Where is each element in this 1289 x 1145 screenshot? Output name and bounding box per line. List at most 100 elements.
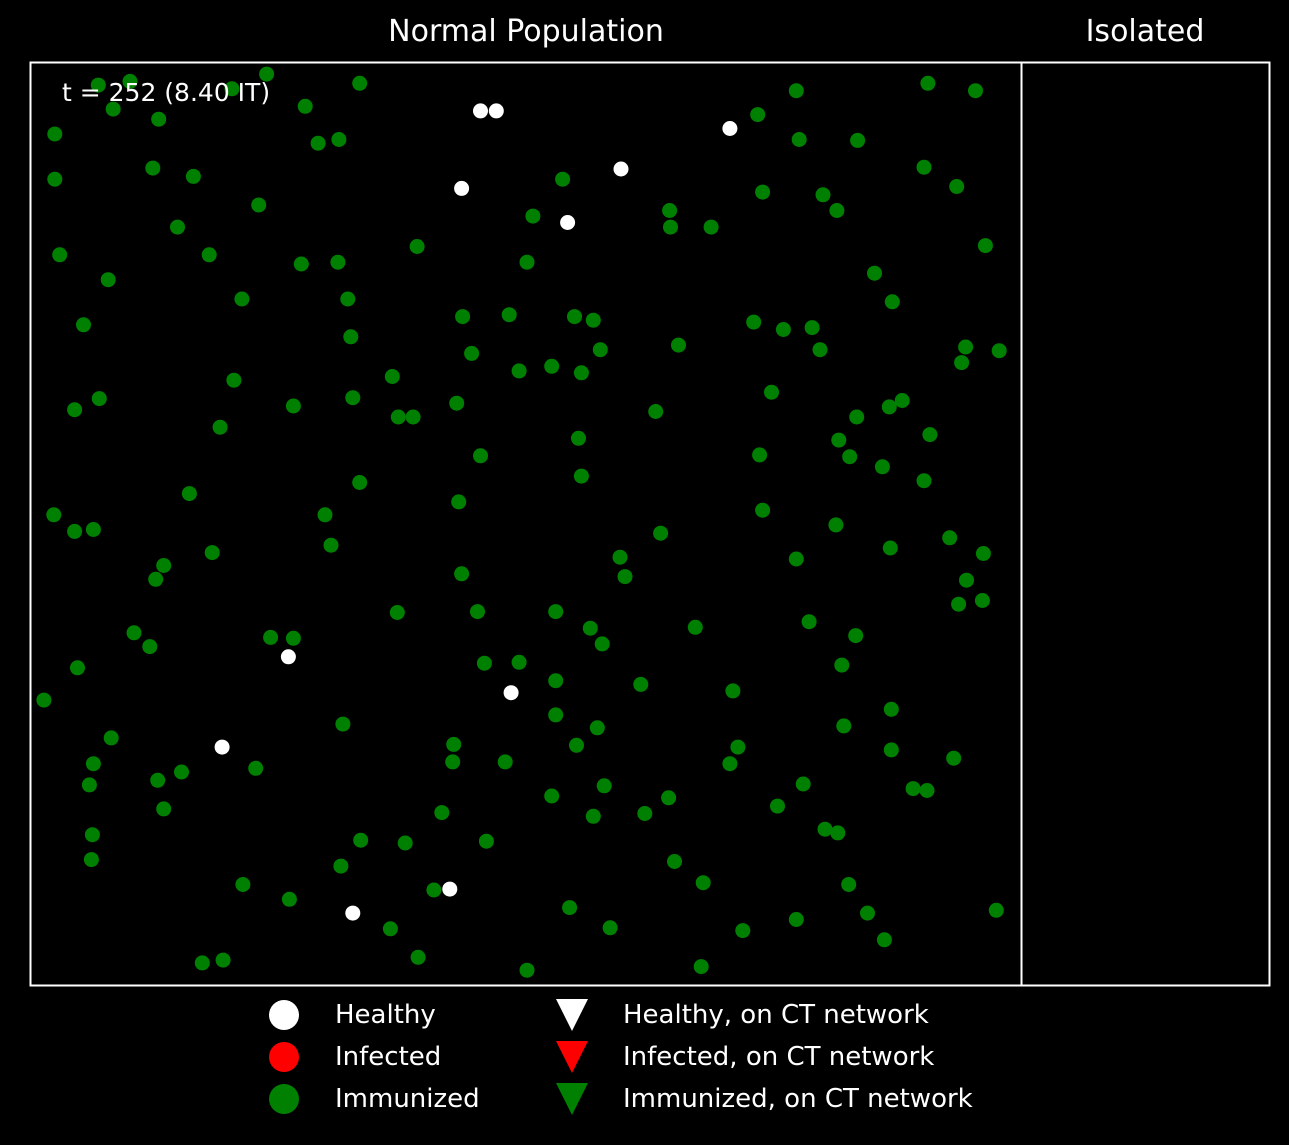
immunized-point xyxy=(571,430,586,446)
immunized-point xyxy=(405,409,421,425)
healthy-point xyxy=(503,685,519,701)
immunized-point xyxy=(815,187,831,203)
immunized-point xyxy=(725,683,741,699)
immunized-point xyxy=(454,566,470,582)
immunized-point xyxy=(151,111,167,127)
immunized-point xyxy=(795,776,811,792)
immunized-point xyxy=(874,459,890,475)
immunized-point xyxy=(259,66,275,82)
immunized-point xyxy=(340,291,356,307)
immunized-point xyxy=(67,523,83,539)
immunized-point xyxy=(959,572,974,588)
immunized-point xyxy=(185,168,201,184)
immunized-point xyxy=(602,920,618,936)
immunized-point xyxy=(397,835,413,851)
immunized-point xyxy=(951,596,967,612)
immunized-point xyxy=(562,900,578,916)
immunized-point xyxy=(860,905,875,921)
immunized-point xyxy=(382,921,398,937)
immunized-point xyxy=(817,821,833,837)
immunized-point xyxy=(181,486,197,502)
immunized-point xyxy=(922,427,938,443)
healthy-point xyxy=(442,881,458,897)
immunized-point xyxy=(251,197,267,213)
immunized-point xyxy=(293,256,309,272)
immunized-point xyxy=(919,783,935,798)
immunized-point xyxy=(548,707,564,723)
immunized-point xyxy=(67,402,83,418)
scatter-plot: t = 252 (8.40 IT) xyxy=(29,61,1271,987)
immunized-point xyxy=(555,171,571,187)
immunized-point xyxy=(476,655,492,671)
immunized-point xyxy=(100,272,116,288)
immunized-point xyxy=(310,135,326,151)
immunized-point xyxy=(788,83,804,99)
immunized-point xyxy=(122,73,138,89)
immunized-point xyxy=(285,398,301,414)
immunized-point xyxy=(788,912,804,927)
immunized-point xyxy=(567,309,582,325)
healthy-point xyxy=(560,215,576,230)
immunized-point xyxy=(85,756,101,772)
immunized-point xyxy=(145,160,161,176)
isolated-title: Isolated xyxy=(1085,14,1205,49)
immunized-point xyxy=(662,203,678,218)
immunized-point xyxy=(451,494,467,510)
immunized-point xyxy=(894,393,910,408)
immunized-point xyxy=(226,372,242,388)
immunized-point xyxy=(511,654,527,670)
immunized-point xyxy=(47,126,63,142)
immunized-point xyxy=(103,730,119,746)
immunized-point xyxy=(735,923,751,939)
immunized-point xyxy=(755,502,771,518)
immunized-point xyxy=(977,238,993,254)
immunized-point xyxy=(828,517,844,533)
immunized-point xyxy=(105,101,121,117)
healthy-point xyxy=(613,161,629,177)
immunized-point xyxy=(633,676,649,692)
immunized-point xyxy=(836,718,852,734)
immunized-point xyxy=(991,343,1007,359)
normal-population-frame xyxy=(29,61,1023,987)
immunized-point xyxy=(519,254,535,270)
immunized-point xyxy=(722,756,738,772)
immunized-point xyxy=(544,788,560,804)
immunized-point xyxy=(70,660,85,676)
immunized-point xyxy=(596,778,612,794)
immunized-point xyxy=(390,409,406,425)
immunized-point xyxy=(478,833,494,849)
immunized-point xyxy=(968,83,983,99)
immunized-point xyxy=(693,959,709,975)
immunized-point xyxy=(949,179,965,194)
immunized-point xyxy=(916,159,932,175)
time-label: t = 252 (8.40 IT) xyxy=(62,78,270,107)
immunized-point xyxy=(511,363,527,379)
immunized-point xyxy=(663,219,678,235)
immunized-point xyxy=(569,737,584,753)
immunized-point xyxy=(353,832,369,848)
healthy-point xyxy=(214,739,230,755)
triangle-marker-icon xyxy=(556,1083,588,1115)
legend-item: Infected xyxy=(0,1037,1289,1077)
immunized-point xyxy=(142,639,158,655)
legend-label: Infected, on CT network xyxy=(623,1042,935,1072)
immunized-point xyxy=(201,247,217,263)
immunized-point xyxy=(942,530,958,546)
immunized-point xyxy=(687,619,703,635)
immunized-point xyxy=(519,962,535,978)
immunized-point xyxy=(389,605,405,620)
immunized-point xyxy=(204,545,220,561)
immunized-point xyxy=(501,307,517,323)
immunized-point xyxy=(876,932,892,948)
immunized-point xyxy=(410,949,426,965)
immunized-point xyxy=(975,546,991,561)
legend-label: Immunized, on CT network xyxy=(623,1084,973,1114)
immunized-point xyxy=(695,875,711,891)
legend-label: Infected xyxy=(335,1042,442,1072)
immunized-point xyxy=(916,473,932,489)
immunized-point xyxy=(770,798,785,814)
immunized-point xyxy=(812,342,828,358)
immunized-point xyxy=(525,208,541,224)
legend-label: Immunized xyxy=(335,1084,480,1114)
immunized-point xyxy=(974,593,990,608)
